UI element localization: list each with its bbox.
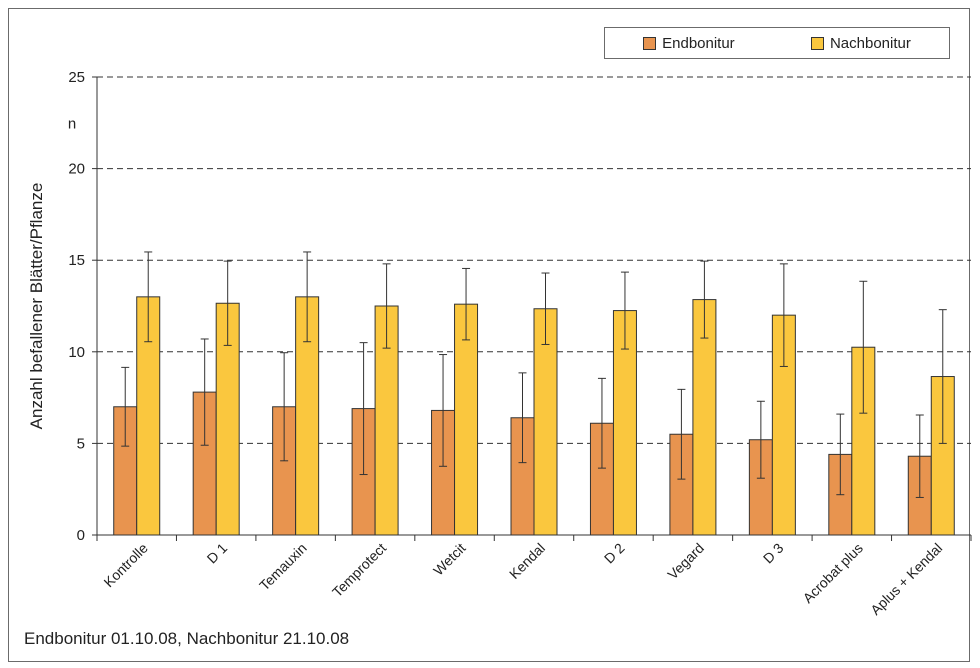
x-tick-label: D 1 <box>204 540 231 567</box>
y-tick-label: 15 <box>68 252 85 269</box>
x-tick-label: Acrobat plus <box>800 540 866 606</box>
x-tick-label: Vegard <box>664 540 707 583</box>
legend-swatch-nachbonitur <box>810 36 824 50</box>
legend-label-nachbonitur: Nachbonitur <box>829 34 911 52</box>
footnote: Endbonitur 01.10.08, Nachbonitur 21.10.0… <box>24 629 350 648</box>
legend-item-endbonitur: Endbonitur <box>643 35 735 52</box>
chart-legend: Endbonitur Nachbonitur <box>604 27 950 59</box>
x-tick-label: Aplus + Kendal <box>867 540 945 618</box>
y-tick-label: 25 <box>68 69 85 86</box>
x-tick-label: Temauxin <box>256 540 310 594</box>
y-tick-label: 0 <box>77 527 85 544</box>
x-tick-label: Wetcit <box>430 540 469 579</box>
x-tick-label: Temprotect <box>329 540 389 600</box>
legend-item-nachbonitur: Nachbonitur <box>810 34 911 52</box>
x-tick-label: Kendal <box>506 540 548 582</box>
y-tick-label: 10 <box>68 344 85 361</box>
y-tick-label: 20 <box>68 161 85 178</box>
x-tick-label: Kontrolle <box>100 540 151 591</box>
x-tick-label: D 3 <box>760 540 787 567</box>
y-tick-label: 5 <box>77 435 85 452</box>
y-axis-label: Anzahl befallener Blätter/Pflanze <box>27 182 46 430</box>
x-tick-label: D 2 <box>601 540 628 567</box>
legend-label-endbonitur: Endbonitur <box>662 34 735 52</box>
legend-swatch-endbonitur <box>643 36 657 50</box>
y-axis-unit: n <box>67 115 77 133</box>
chart-frame <box>8 8 970 662</box>
